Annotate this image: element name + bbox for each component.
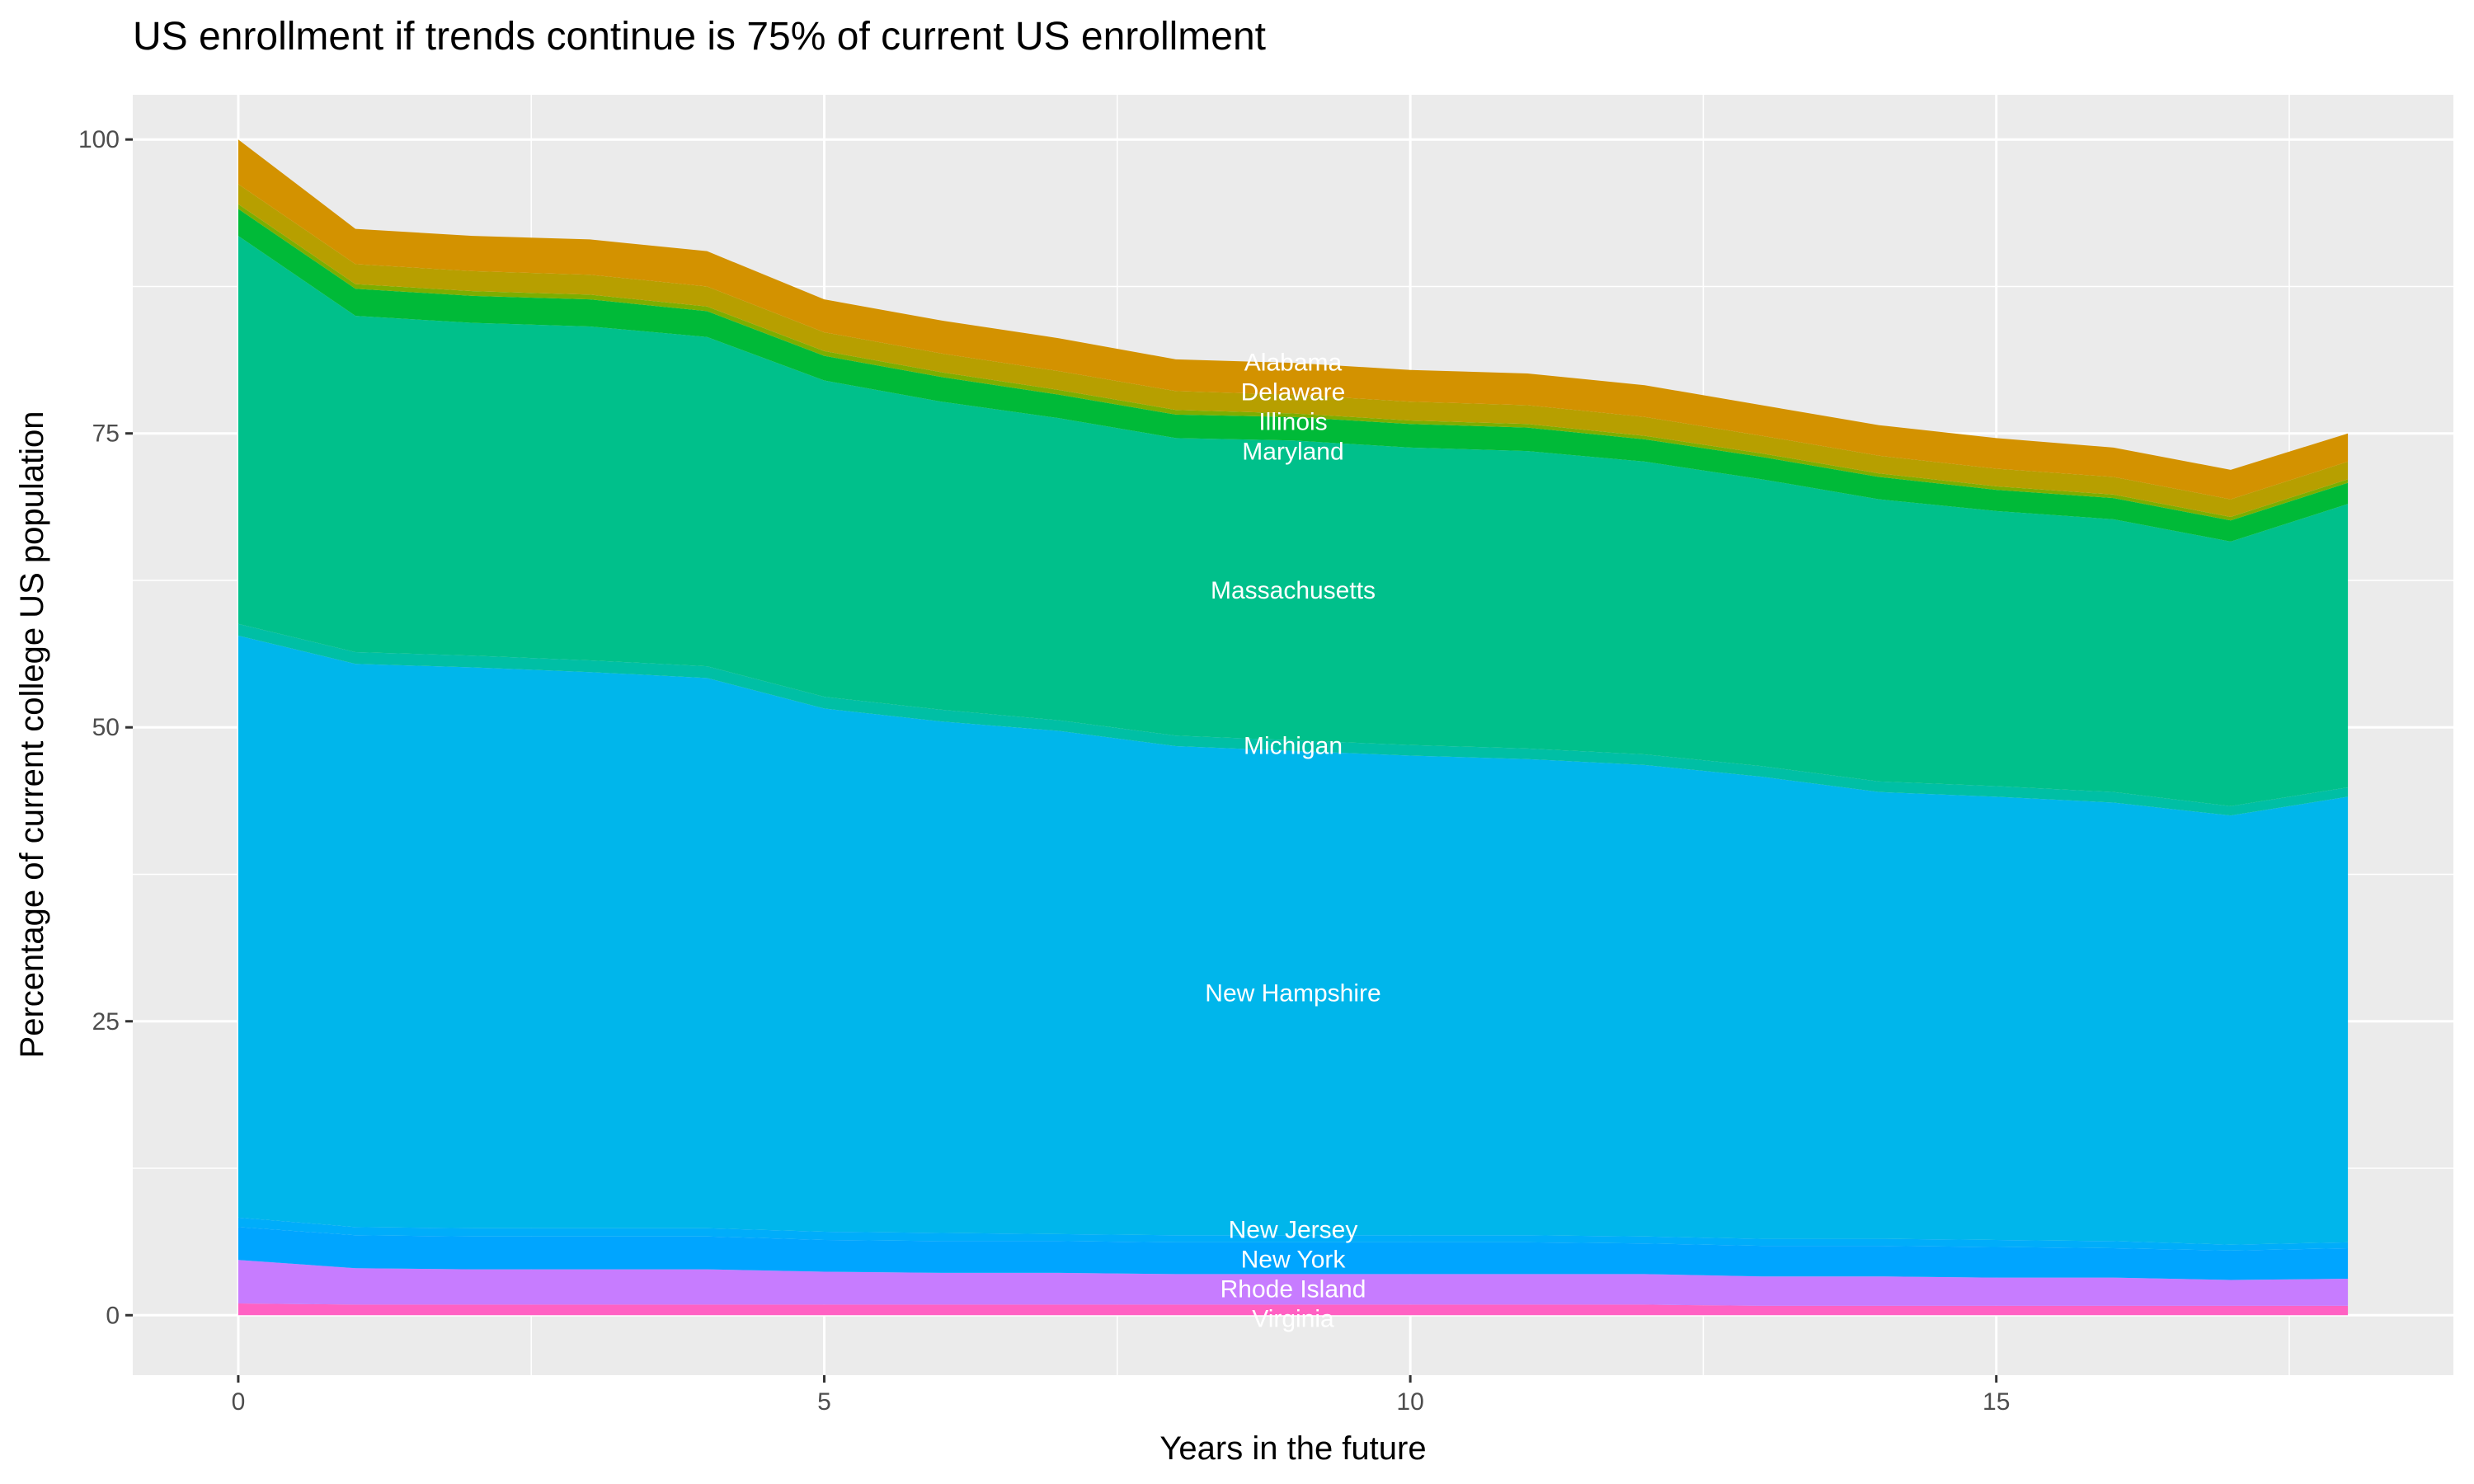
chart-title: US enrollment if trends continue is 75% … [133,15,1266,59]
axes: 0 5 10 15 0 25 50 75 100 [78,126,2010,1416]
area-new-york [238,1227,2349,1280]
label-rhode-island: Rhode Island [1221,1275,1366,1303]
label-massachusetts: Massachusetts [1211,577,1376,604]
label-michigan: Michigan [1244,732,1343,759]
x-tick-label: 0 [232,1388,246,1416]
x-tick-label: 15 [1982,1388,2010,1416]
area-rhode-island [238,1260,2349,1306]
x-tick-label: 5 [817,1388,831,1416]
area-massachusetts [238,236,2349,806]
label-new-hampshire: New Hampshire [1205,980,1380,1007]
y-tick-label: 0 [106,1302,120,1329]
area-michigan [238,623,2349,816]
y-tick-label: 50 [92,714,120,741]
area-alabama [238,139,2349,500]
label-illinois: Illinois [1258,408,1327,435]
label-alabama: Alabama [1244,349,1343,376]
area-new-hampshire [238,635,2349,1245]
area-delaware [238,184,2349,517]
area-maryland [238,209,2349,542]
label-new-jersey: New Jersey [1229,1216,1358,1243]
y-tick-label: 75 [92,420,120,448]
y-tick-label: 25 [92,1008,120,1036]
label-new-york: New York [1241,1246,1347,1273]
area-virginia [238,1303,2349,1316]
y-axis-title: Percentage of current college US populat… [14,411,50,1059]
label-delaware: Delaware [1241,378,1346,406]
areas [238,139,2349,1316]
area-new-jersey [238,1217,2349,1251]
label-virginia: Virginia [1252,1305,1334,1332]
y-tick-label: 100 [78,126,120,153]
label-maryland: Maryland [1242,438,1343,465]
x-tick-label: 10 [1396,1388,1423,1416]
x-axis-title: Years in the future [1159,1430,1426,1467]
